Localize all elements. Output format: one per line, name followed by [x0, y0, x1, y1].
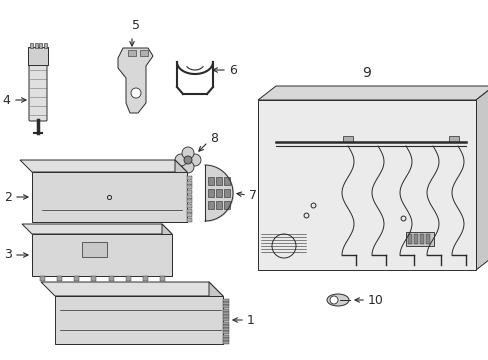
Bar	[39, 43, 42, 48]
Circle shape	[182, 161, 194, 173]
Text: 8: 8	[209, 131, 218, 144]
Bar	[224, 201, 229, 209]
Bar	[407, 234, 411, 244]
Bar	[405, 232, 433, 246]
Bar	[207, 201, 214, 209]
Bar	[186, 213, 192, 217]
Bar	[216, 189, 222, 197]
Polygon shape	[118, 48, 153, 113]
Bar	[186, 190, 192, 194]
Bar	[419, 234, 423, 244]
Bar	[223, 302, 228, 305]
Bar	[125, 276, 130, 281]
Bar	[207, 189, 214, 197]
Bar	[223, 299, 228, 302]
Bar	[223, 306, 228, 309]
Circle shape	[175, 154, 186, 166]
Bar	[186, 204, 192, 208]
Bar	[223, 328, 228, 331]
Polygon shape	[475, 86, 488, 270]
Bar	[216, 201, 222, 209]
Bar	[186, 176, 192, 180]
Text: 1: 1	[246, 314, 254, 327]
Bar	[74, 276, 79, 281]
Bar	[82, 242, 107, 257]
Polygon shape	[22, 224, 172, 234]
Bar	[142, 276, 147, 281]
Text: 9: 9	[362, 66, 371, 80]
Text: 5: 5	[132, 19, 140, 32]
Ellipse shape	[329, 296, 337, 304]
Polygon shape	[20, 160, 186, 172]
Bar	[223, 318, 228, 321]
Bar	[224, 189, 229, 197]
Bar	[223, 321, 228, 325]
Bar	[91, 276, 96, 281]
Polygon shape	[162, 224, 172, 276]
Text: 6: 6	[228, 63, 236, 77]
Polygon shape	[32, 234, 172, 276]
Text: 3: 3	[4, 248, 12, 261]
Bar	[128, 50, 136, 56]
Bar	[223, 334, 228, 338]
Polygon shape	[32, 172, 186, 222]
Text: 7: 7	[248, 189, 257, 202]
Polygon shape	[41, 282, 223, 296]
Text: 2: 2	[4, 190, 12, 203]
Circle shape	[131, 88, 141, 98]
Bar	[223, 331, 228, 334]
Bar	[425, 234, 429, 244]
Bar	[223, 312, 228, 315]
Bar	[186, 199, 192, 203]
Bar	[207, 177, 214, 185]
Bar	[140, 50, 148, 56]
Bar	[35, 43, 38, 48]
Bar	[28, 47, 48, 65]
Bar	[223, 315, 228, 318]
Circle shape	[183, 156, 192, 164]
Bar	[186, 209, 192, 213]
Circle shape	[182, 147, 194, 159]
Text: 10: 10	[367, 293, 383, 306]
Polygon shape	[55, 296, 223, 344]
Bar	[57, 276, 62, 281]
Bar	[160, 276, 164, 281]
Bar	[40, 276, 45, 281]
Polygon shape	[258, 86, 488, 100]
Bar	[223, 309, 228, 312]
Bar	[108, 276, 113, 281]
Polygon shape	[175, 160, 186, 222]
Bar	[448, 136, 458, 142]
Polygon shape	[208, 282, 223, 344]
Bar	[223, 338, 228, 341]
Bar	[186, 185, 192, 189]
Bar	[44, 43, 47, 48]
Bar	[413, 234, 417, 244]
Circle shape	[189, 154, 201, 166]
FancyBboxPatch shape	[29, 64, 47, 121]
Ellipse shape	[326, 294, 348, 306]
Bar	[216, 177, 222, 185]
Bar	[186, 218, 192, 222]
Bar	[223, 341, 228, 344]
Bar	[223, 325, 228, 328]
Bar	[186, 195, 192, 199]
Bar	[224, 177, 229, 185]
Text: 4: 4	[2, 94, 10, 107]
Bar	[30, 43, 33, 48]
Bar	[342, 136, 352, 142]
Bar	[258, 100, 475, 270]
Bar	[186, 181, 192, 185]
